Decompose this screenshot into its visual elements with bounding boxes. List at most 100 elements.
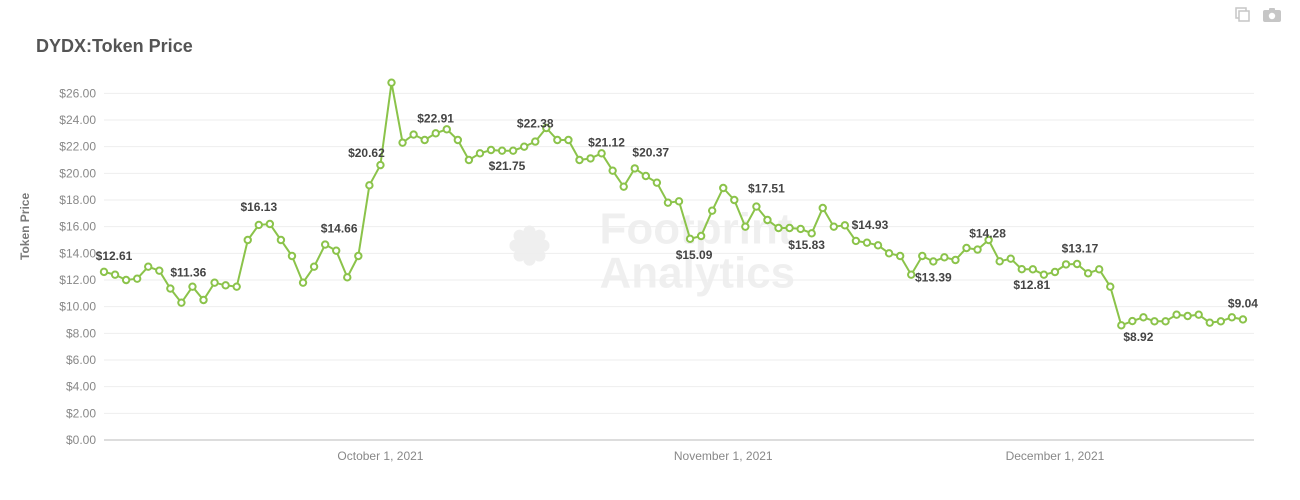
price-point[interactable]	[554, 137, 560, 143]
price-point[interactable]	[1196, 311, 1202, 317]
price-point[interactable]	[167, 285, 173, 291]
price-point[interactable]	[1184, 313, 1190, 319]
price-point[interactable]	[410, 131, 416, 137]
price-point[interactable]	[1129, 318, 1135, 324]
price-point[interactable]	[455, 137, 461, 143]
price-point[interactable]	[842, 222, 848, 228]
price-point[interactable]	[200, 297, 206, 303]
price-point[interactable]	[510, 147, 516, 153]
price-point[interactable]	[433, 130, 439, 136]
price-point[interactable]	[1041, 271, 1047, 277]
price-point[interactable]	[886, 250, 892, 256]
price-point[interactable]	[1063, 261, 1069, 267]
price-point[interactable]	[875, 242, 881, 248]
price-point[interactable]	[134, 275, 140, 281]
price-point[interactable]	[1229, 314, 1235, 320]
price-point[interactable]	[609, 167, 615, 173]
price-point[interactable]	[764, 217, 770, 223]
price-point[interactable]	[908, 271, 914, 277]
price-point[interactable]	[698, 233, 704, 239]
price-point[interactable]	[477, 150, 483, 156]
price-point[interactable]	[1118, 322, 1124, 328]
price-point[interactable]	[742, 223, 748, 229]
price-point[interactable]	[355, 253, 361, 259]
price-point[interactable]	[245, 237, 251, 243]
price-point[interactable]	[974, 246, 980, 252]
price-point[interactable]	[289, 253, 295, 259]
price-point[interactable]	[709, 207, 715, 213]
price-point[interactable]	[587, 155, 593, 161]
price-point[interactable]	[654, 179, 660, 185]
price-point[interactable]	[1008, 255, 1014, 261]
price-point[interactable]	[1207, 319, 1213, 325]
price-point[interactable]	[576, 157, 582, 163]
price-point[interactable]	[1019, 266, 1025, 272]
price-point[interactable]	[820, 205, 826, 211]
price-point[interactable]	[952, 257, 958, 263]
price-point[interactable]	[322, 241, 328, 247]
price-point[interactable]	[1162, 318, 1168, 324]
price-point[interactable]	[775, 225, 781, 231]
price-point[interactable]	[665, 199, 671, 205]
price-point[interactable]	[211, 279, 217, 285]
price-point[interactable]	[1074, 261, 1080, 267]
price-point[interactable]	[333, 247, 339, 253]
price-point[interactable]	[1096, 266, 1102, 272]
price-point[interactable]	[1240, 316, 1246, 322]
price-point[interactable]	[399, 139, 405, 145]
price-point[interactable]	[731, 197, 737, 203]
price-point[interactable]	[532, 138, 538, 144]
price-point[interactable]	[466, 157, 472, 163]
price-point[interactable]	[897, 253, 903, 259]
price-point[interactable]	[687, 236, 693, 242]
price-point[interactable]	[941, 254, 947, 260]
price-point[interactable]	[233, 283, 239, 289]
price-point[interactable]	[643, 173, 649, 179]
price-point[interactable]	[444, 126, 450, 132]
price-point[interactable]	[1052, 269, 1058, 275]
price-point[interactable]	[797, 226, 803, 232]
price-point[interactable]	[300, 279, 306, 285]
price-point[interactable]	[101, 269, 107, 275]
price-point[interactable]	[996, 258, 1002, 264]
price-point[interactable]	[112, 271, 118, 277]
price-point[interactable]	[598, 150, 604, 156]
price-point[interactable]	[145, 263, 151, 269]
price-point[interactable]	[256, 222, 262, 228]
price-point[interactable]	[632, 165, 638, 171]
price-point[interactable]	[1140, 314, 1146, 320]
price-point[interactable]	[156, 267, 162, 273]
price-point[interactable]	[421, 137, 427, 143]
camera-icon[interactable]	[1262, 6, 1282, 24]
price-point[interactable]	[1030, 266, 1036, 272]
price-point[interactable]	[676, 198, 682, 204]
price-point[interactable]	[853, 238, 859, 244]
price-point[interactable]	[919, 253, 925, 259]
price-point[interactable]	[344, 274, 350, 280]
price-point[interactable]	[267, 221, 273, 227]
price-point[interactable]	[377, 162, 383, 168]
copy-icon[interactable]	[1232, 6, 1252, 24]
price-point[interactable]	[311, 263, 317, 269]
price-point[interactable]	[786, 225, 792, 231]
price-point[interactable]	[189, 283, 195, 289]
price-point[interactable]	[222, 282, 228, 288]
price-point[interactable]	[488, 147, 494, 153]
price-point[interactable]	[1218, 318, 1224, 324]
price-point[interactable]	[499, 147, 505, 153]
price-point[interactable]	[808, 230, 814, 236]
price-point[interactable]	[1085, 270, 1091, 276]
price-point[interactable]	[1173, 311, 1179, 317]
price-point[interactable]	[366, 182, 372, 188]
price-point[interactable]	[831, 223, 837, 229]
price-point[interactable]	[864, 239, 870, 245]
price-point[interactable]	[1107, 283, 1113, 289]
price-point[interactable]	[720, 185, 726, 191]
price-point[interactable]	[963, 245, 969, 251]
price-point[interactable]	[930, 258, 936, 264]
price-point[interactable]	[753, 203, 759, 209]
price-point[interactable]	[565, 137, 571, 143]
price-point[interactable]	[1151, 318, 1157, 324]
price-point[interactable]	[388, 79, 394, 85]
price-point[interactable]	[521, 143, 527, 149]
